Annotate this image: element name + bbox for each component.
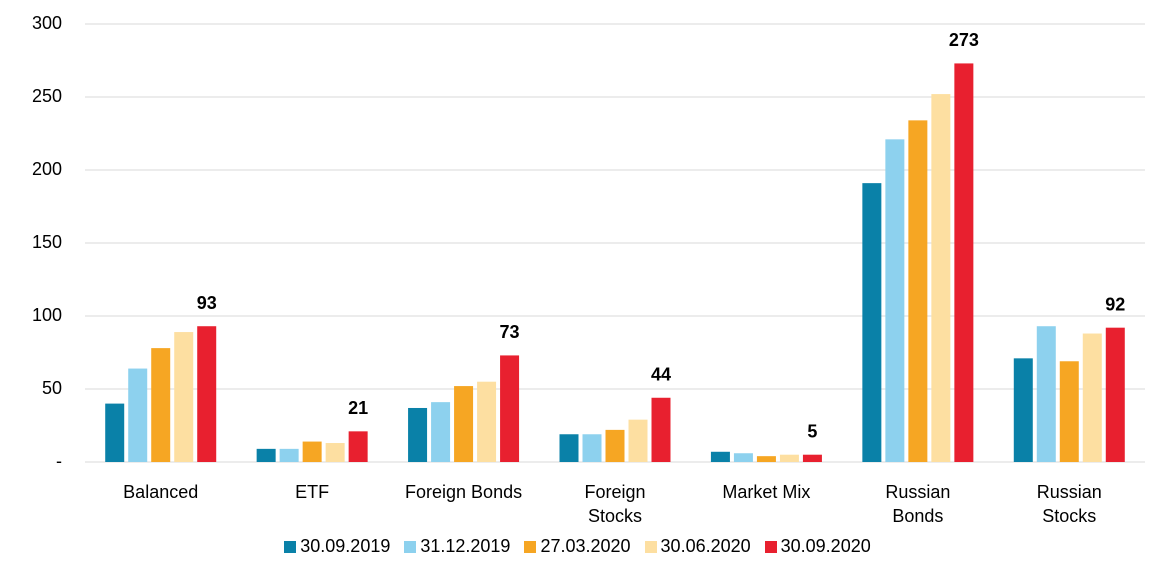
bar (651, 397, 671, 462)
x-tick-label: Balanced (123, 482, 199, 502)
bar (756, 456, 776, 462)
data-label: 93 (197, 293, 217, 313)
bar (605, 429, 625, 462)
legend-swatch (764, 540, 777, 553)
x-tick-label: Foreign Bonds (405, 482, 523, 502)
legend-item: 30.06.2020 (644, 536, 751, 557)
bar (477, 381, 497, 462)
legend-label: 30.06.2020 (660, 536, 751, 556)
legend-label: 30.09.2019 (300, 536, 391, 556)
x-tick-label: Foreign Stocks (584, 482, 646, 526)
bar (302, 441, 322, 462)
legend-swatch (404, 540, 417, 553)
x-tick-label: Russian Bonds (885, 482, 951, 526)
bar (500, 355, 520, 462)
data-label: 73 (500, 322, 520, 342)
bar (151, 348, 171, 462)
y-tick-label: 100 (32, 305, 62, 325)
y-tick-label: 200 (32, 159, 62, 179)
legend-label: 31.12.2019 (420, 536, 511, 556)
bar (105, 403, 125, 462)
bar (628, 419, 648, 462)
bar (931, 94, 951, 462)
data-label: 21 (348, 398, 368, 418)
bar (128, 368, 148, 462)
bar (174, 332, 194, 462)
bar (710, 451, 730, 462)
data-label: 273 (949, 30, 979, 50)
bar (256, 448, 276, 462)
y-tick-label: 250 (32, 86, 62, 106)
x-tick-label: ETF (295, 482, 330, 502)
legend: 30.09.2019 31.12.2019 27.03.2020 30.06.2020… (0, 536, 1155, 557)
data-label: 92 (1105, 294, 1125, 314)
legend-label: 27.03.2020 (540, 536, 631, 556)
legend-item: 31.12.2019 (404, 536, 510, 557)
bar (908, 120, 928, 463)
bar (559, 434, 579, 462)
bar (954, 63, 974, 463)
bar (348, 431, 368, 462)
y-tick-label: - (56, 451, 62, 471)
bar (885, 139, 905, 462)
bar (408, 407, 428, 462)
data-label: 44 (651, 365, 671, 385)
bar (1059, 361, 1079, 462)
legend-swatch (284, 540, 297, 553)
legend-item: 30.09.2020 (764, 536, 871, 557)
legend-swatch (644, 540, 657, 553)
bar (1082, 333, 1102, 462)
y-tick-label: 50 (42, 378, 62, 398)
bar (1036, 326, 1056, 462)
bar (431, 402, 451, 462)
legend-label: 30.09.2020 (780, 536, 871, 556)
legend-swatch (524, 540, 537, 553)
y-tick-label: 300 (32, 13, 62, 33)
data-label: 5 (807, 421, 817, 441)
legend-item: 30.09.2019 (284, 536, 390, 557)
bar (862, 183, 882, 462)
bar (325, 443, 345, 462)
x-tick-label: Market Mix (722, 482, 811, 502)
x-tick-label: Russian Stocks (1036, 482, 1102, 526)
y-tick-label: 150 (32, 232, 62, 252)
bar (454, 386, 474, 462)
bar (582, 434, 602, 462)
bar (802, 454, 822, 462)
bar (1105, 327, 1125, 462)
bar (1013, 358, 1033, 462)
bar (779, 454, 799, 462)
bar (279, 448, 299, 462)
legend-item: 27.03.2020 (524, 536, 631, 557)
bar (733, 453, 753, 462)
bar (197, 326, 217, 462)
